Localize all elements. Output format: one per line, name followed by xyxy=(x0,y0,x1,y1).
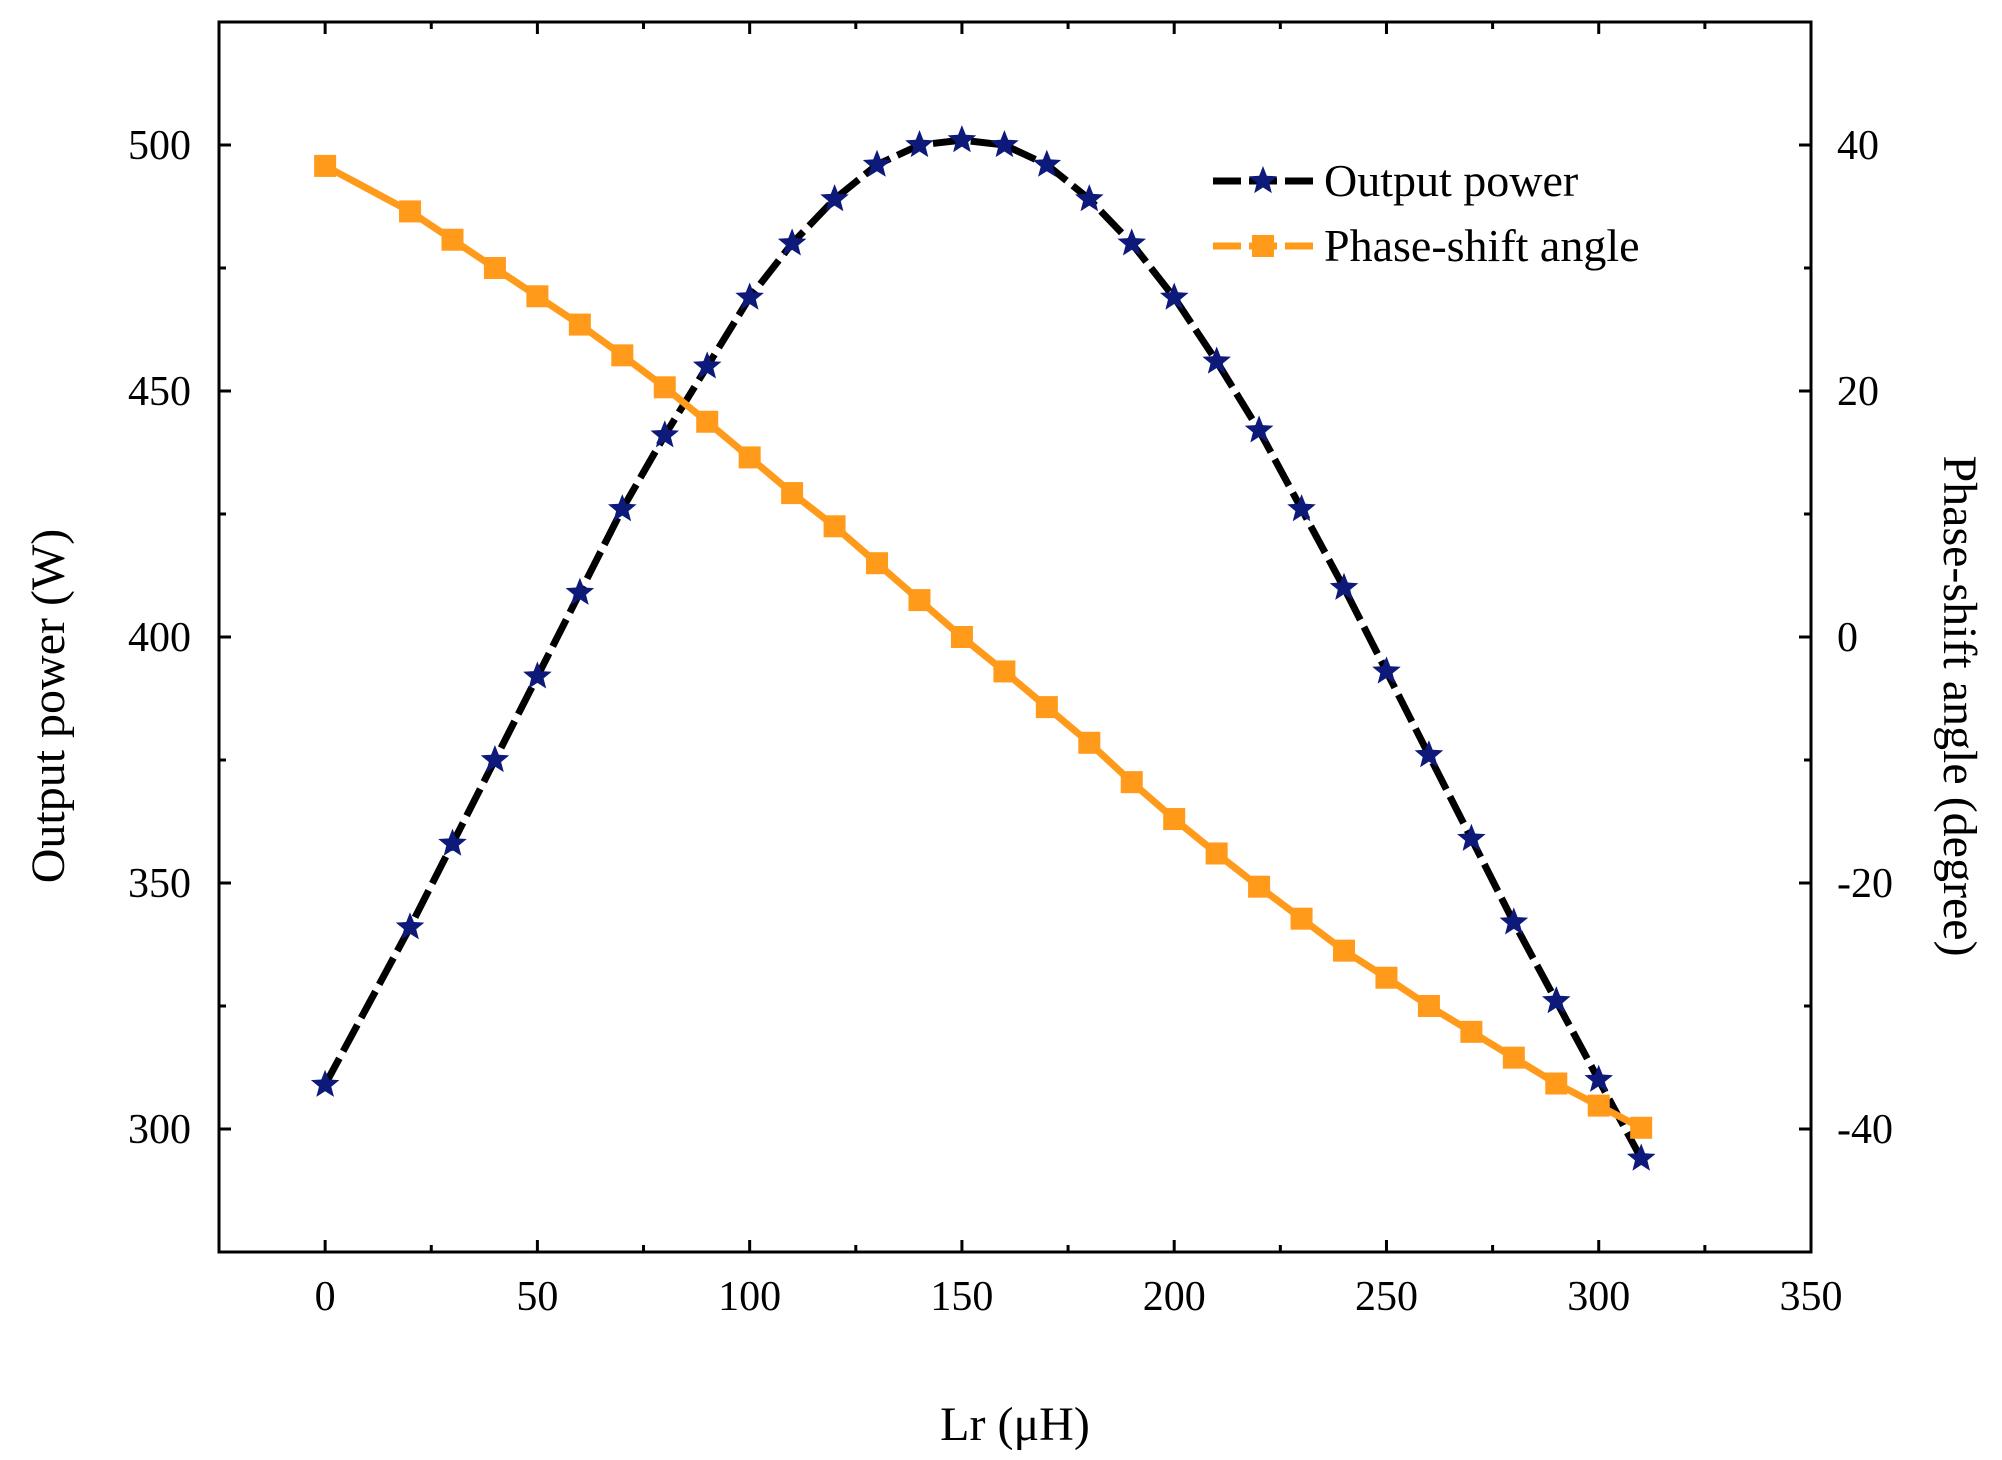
phase-point xyxy=(1545,1072,1568,1095)
power-point xyxy=(565,577,595,605)
y2-tick-label: -40 xyxy=(1837,1107,1893,1153)
phase-point xyxy=(1375,966,1398,989)
power-point xyxy=(395,912,425,940)
phase-point xyxy=(1630,1116,1653,1139)
power-point xyxy=(1626,1143,1656,1171)
power-point xyxy=(990,130,1019,158)
x-tick-label: 0 xyxy=(315,1274,336,1320)
power-point xyxy=(523,661,552,689)
phase-point xyxy=(1248,875,1271,898)
legend-power-label: Output power xyxy=(1324,155,1578,206)
power-point xyxy=(310,1069,340,1097)
legend-phase-marker-icon xyxy=(1252,235,1274,257)
phase-point xyxy=(1460,1020,1483,1043)
phase-point xyxy=(1290,907,1313,930)
ticks-layer: 0 50 100 150 200 250 300 350300350400450500-40-… xyxy=(128,20,1893,1320)
power-point xyxy=(820,184,849,212)
phase-point xyxy=(611,344,634,367)
power-point xyxy=(1457,823,1486,851)
phase-point xyxy=(1205,842,1228,865)
power-point xyxy=(862,149,892,177)
phase-point xyxy=(441,228,464,251)
y-axis-title: Output power (W) xyxy=(22,529,75,884)
phase-point xyxy=(526,285,549,308)
phase-point xyxy=(823,515,846,538)
phase-point xyxy=(653,376,676,399)
phase-point xyxy=(1078,731,1101,754)
phase-point xyxy=(993,660,1016,683)
y2-axis-title: Phase-shift angle (degree) xyxy=(1933,455,1986,956)
x-tick-label: 50 xyxy=(516,1274,558,1320)
phase-point xyxy=(483,257,506,279)
phase-point xyxy=(1120,771,1143,794)
power-point xyxy=(1499,907,1529,935)
phase-series-line xyxy=(323,162,1643,1131)
legend: Output power Phase-shift angle xyxy=(1213,155,1640,271)
phase-point xyxy=(696,410,719,433)
power-point xyxy=(1159,282,1189,310)
power-point xyxy=(608,494,637,522)
phase-point xyxy=(568,313,591,336)
x-axis-title: Lr (μH) xyxy=(940,1398,1090,1451)
phase-point xyxy=(781,482,804,505)
power-point xyxy=(1287,494,1316,522)
y-tick-label: 450 xyxy=(128,369,191,415)
power-point xyxy=(735,282,764,310)
x-tick-label: 300 xyxy=(1567,1274,1630,1320)
phase-point xyxy=(1163,808,1186,831)
x-tick-label: 100 xyxy=(718,1274,781,1320)
phase-point xyxy=(908,589,931,612)
phase-point xyxy=(1587,1094,1610,1117)
phase-point xyxy=(1035,696,1058,719)
legend-phase-label: Phase-shift angle xyxy=(1324,220,1640,271)
phase-point xyxy=(399,200,422,223)
power-point xyxy=(1329,572,1359,600)
legend-power-marker-icon xyxy=(1248,166,1278,194)
phase-point xyxy=(866,552,889,575)
x-tick-label: 200 xyxy=(1143,1274,1206,1320)
power-point xyxy=(1075,184,1104,212)
power-point xyxy=(480,745,510,773)
series-layer xyxy=(310,125,1656,1171)
power-point xyxy=(1032,149,1062,177)
phase-point xyxy=(1502,1046,1525,1069)
y-tick-label: 350 xyxy=(128,861,191,907)
power-point xyxy=(947,125,977,153)
y2-tick-label: -20 xyxy=(1837,861,1893,907)
phase-point xyxy=(738,446,761,469)
power-point xyxy=(692,351,722,379)
power-point xyxy=(1372,656,1401,684)
phase-point xyxy=(314,154,337,177)
phase-point xyxy=(950,626,973,648)
power-point xyxy=(905,130,934,158)
power-point xyxy=(1202,346,1231,374)
x-tick-label: 250 xyxy=(1355,1274,1418,1320)
x-tick-label: 150 xyxy=(930,1274,993,1320)
phase-point xyxy=(1417,995,1440,1017)
power-point xyxy=(1584,1064,1613,1092)
y2-tick-label: 20 xyxy=(1837,369,1879,415)
power-series-line xyxy=(322,136,1645,1161)
power-point xyxy=(1117,228,1146,256)
power-point xyxy=(650,420,679,448)
x-tick-label: 350 xyxy=(1780,1274,1843,1320)
phase-point xyxy=(1333,939,1356,962)
y-tick-label: 300 xyxy=(128,1107,191,1153)
power-point xyxy=(1414,740,1444,768)
y2-tick-label: 40 xyxy=(1837,123,1879,169)
power-point xyxy=(777,228,807,256)
y2-tick-label: 0 xyxy=(1837,615,1858,661)
power-point xyxy=(1244,415,1274,443)
y-tick-label: 500 xyxy=(128,123,191,169)
plot-frame xyxy=(217,20,1813,1254)
power-point xyxy=(438,828,467,856)
y-tick-label: 400 xyxy=(128,615,191,661)
power-point xyxy=(1542,986,1571,1014)
